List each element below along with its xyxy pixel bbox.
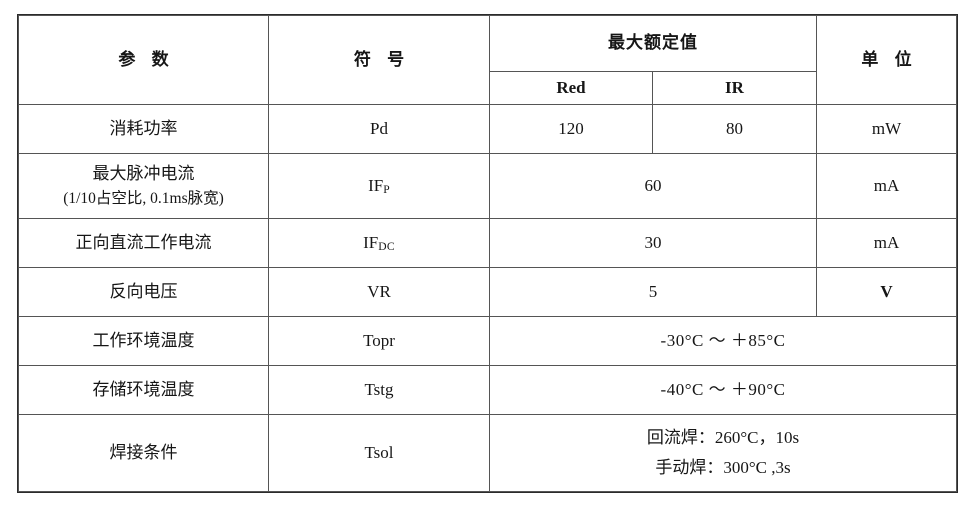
header-row-primary: 参 数 符 号 最大额定值 单 位 xyxy=(18,15,957,105)
param-name-main: 最大脉冲电流 xyxy=(92,163,195,183)
header-subcol-ir: IR xyxy=(652,71,817,105)
param-symbol: IFDC xyxy=(268,218,490,268)
param-symbol: Topr xyxy=(268,316,490,366)
param-unit: V xyxy=(816,267,957,317)
table-row: 消耗功率 Pd 120 80 mW xyxy=(18,104,957,154)
solder-reflow-line: 回流焊：260°C，10s xyxy=(646,428,800,448)
param-symbol: VR xyxy=(268,267,490,317)
header-unit: 单 位 xyxy=(816,15,957,105)
value-merged: 5 xyxy=(489,267,817,317)
table-row: 存储环境温度 Tstg -40°C ～ ＋90°C xyxy=(18,365,957,415)
value-merged: 30 xyxy=(489,218,817,268)
param-unit: mA xyxy=(816,218,957,268)
param-name: 反向电压 xyxy=(18,267,269,317)
header-symbol: 符 号 xyxy=(268,15,490,105)
param-symbol: Tsol xyxy=(268,414,490,492)
absolute-maximum-ratings-table: 参 数 符 号 最大额定值 单 位 Red IR 消耗功率 Pd 120 80 … xyxy=(17,14,958,493)
solder-manual-line: 手动焊：300°C ,3s xyxy=(655,458,791,477)
value-merged-with-unit: 回流焊：260°C，10s 手动焊：300°C ,3s xyxy=(489,414,957,492)
param-symbol: IFP xyxy=(268,153,490,219)
header-subcol-red: Red xyxy=(489,71,653,105)
param-name: 存储环境温度 xyxy=(18,365,269,415)
param-symbol-subscript: P xyxy=(383,183,390,197)
value-merged-with-unit: -30°C ～ ＋85°C xyxy=(489,316,957,366)
param-symbol-subscript: DC xyxy=(378,240,395,254)
param-name-note: (1/10占空比, 0.1ms脉宽) xyxy=(63,189,224,207)
param-unit: mA xyxy=(816,153,957,219)
param-name: 工作环境温度 xyxy=(18,316,269,366)
table-row: 反向电压 VR 5 V xyxy=(18,267,957,317)
value-red: 120 xyxy=(489,104,653,154)
param-symbol-base: IF xyxy=(363,232,379,252)
table-row: 最大脉冲电流 (1/10占空比, 0.1ms脉宽) IFP 60 mA xyxy=(18,153,957,219)
param-symbol-base: IF xyxy=(368,175,384,195)
header-parameter: 参 数 xyxy=(18,15,269,105)
table-row: 正向直流工作电流 IFDC 30 mA xyxy=(18,218,957,268)
header-row-secondary: Red IR xyxy=(19,71,957,105)
param-name: 最大脉冲电流 (1/10占空比, 0.1ms脉宽) xyxy=(18,153,269,219)
param-symbol: Tstg xyxy=(268,365,490,415)
table-row: 工作环境温度 Topr -30°C ～ ＋85°C xyxy=(18,316,957,366)
param-name: 焊接条件 xyxy=(18,414,269,492)
param-name: 正向直流工作电流 xyxy=(18,218,269,268)
param-name: 消耗功率 xyxy=(18,104,269,154)
header-max-rating: 最大额定值 xyxy=(489,15,817,72)
value-merged: 60 xyxy=(489,153,817,219)
value-ir: 80 xyxy=(652,104,817,154)
value-merged-with-unit: -40°C ～ ＋90°C xyxy=(489,365,957,415)
table-row: 焊接条件 Tsol 回流焊：260°C，10s 手动焊：300°C ,3s xyxy=(18,414,957,492)
param-unit: mW xyxy=(816,104,957,154)
param-symbol: Pd xyxy=(268,104,490,154)
